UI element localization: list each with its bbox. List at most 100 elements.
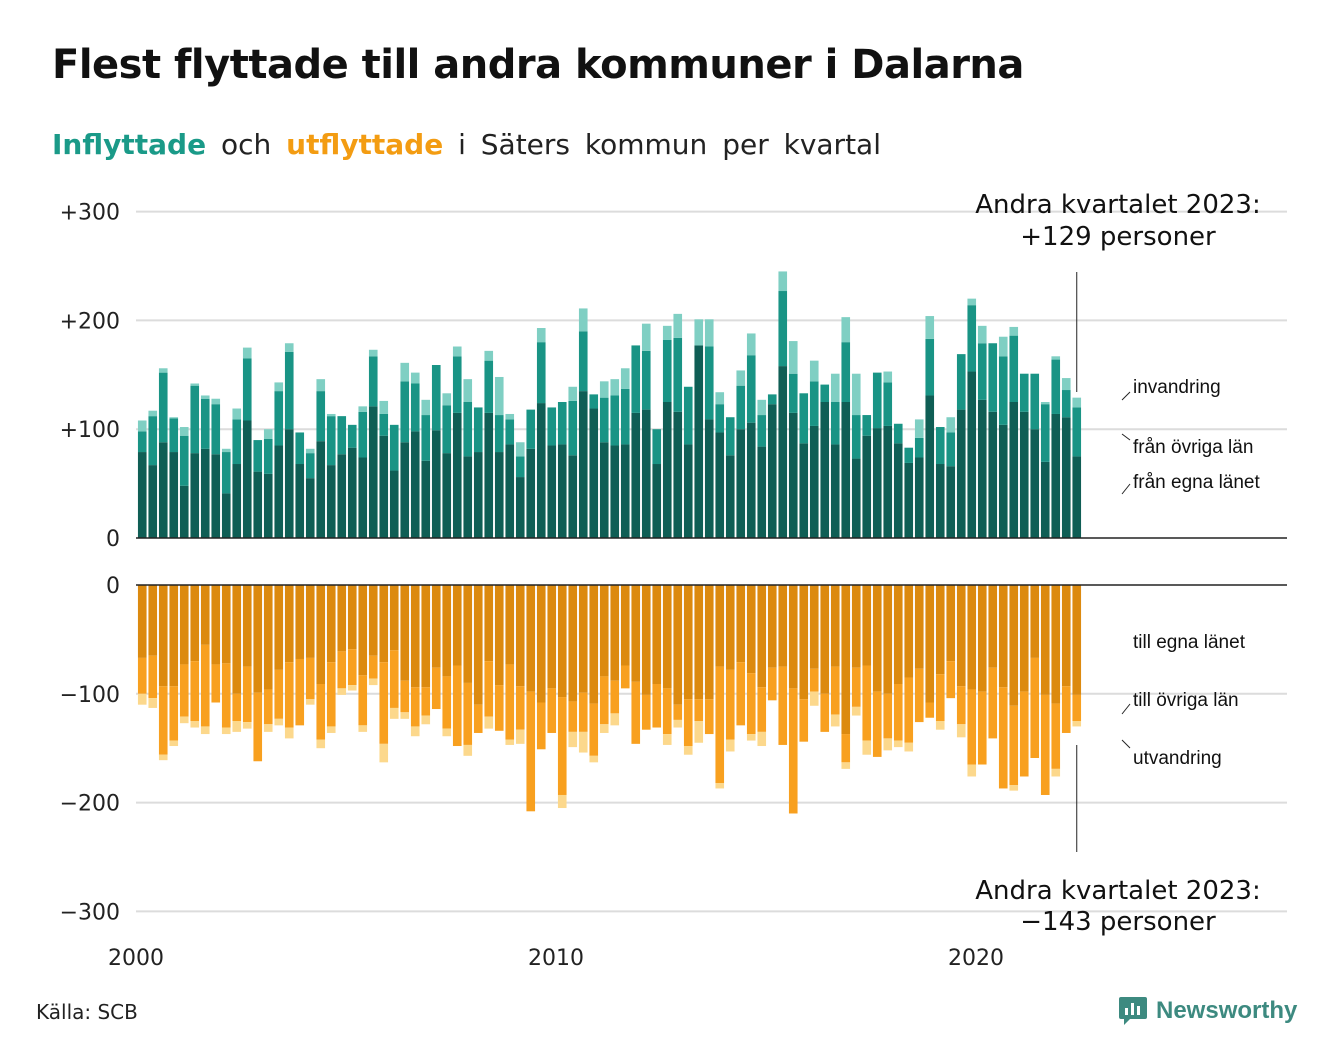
- bar-in-0: [967, 371, 977, 538]
- bar-in-1: [956, 354, 966, 410]
- bar-out-0: [1040, 585, 1050, 695]
- bar-out-1: [515, 686, 525, 730]
- bar-in-0: [935, 464, 945, 538]
- chart-subtitle: Inflyttade och utflyttade i Säters kommu…: [52, 128, 881, 161]
- bar-out-0: [967, 585, 977, 690]
- bar-in-1: [736, 385, 746, 430]
- bar-out-1: [221, 663, 231, 728]
- bar-in-0: [799, 443, 809, 538]
- bar-in-2: [841, 317, 851, 343]
- bar-in-1: [830, 402, 840, 445]
- bar-in-2: [494, 376, 504, 416]
- bar-out-2: [505, 739, 515, 745]
- bar-in-1: [368, 356, 378, 407]
- bar-out-0: [347, 585, 357, 650]
- bar-in-2: [746, 333, 756, 356]
- series-label-in: från egna länet: [1133, 472, 1260, 493]
- y-tick-label-bottom: −300: [60, 900, 120, 925]
- bar-in-2: [190, 383, 200, 386]
- bar-in-1: [967, 305, 977, 372]
- bar-in-0: [809, 425, 819, 538]
- bar-out-0: [788, 585, 798, 689]
- bar-out-0: [158, 585, 168, 687]
- bar-out-1: [284, 662, 294, 728]
- bar-out-0: [767, 585, 777, 668]
- bar-in-2: [788, 341, 798, 374]
- bar-in-0: [715, 432, 725, 538]
- bar-out-2: [379, 743, 389, 763]
- bar-out-0: [505, 585, 515, 665]
- bar-out-1: [851, 667, 861, 707]
- bar-out-2: [578, 731, 588, 753]
- bar-out-2: [179, 716, 189, 724]
- series-label-leader: [1121, 739, 1131, 749]
- bar-out-0: [589, 585, 599, 704]
- bar-in-1: [725, 417, 735, 456]
- bar-out-0: [473, 585, 483, 705]
- bar-out-1: [337, 651, 347, 689]
- bar-out-1: [935, 674, 945, 721]
- bar-in-1: [169, 418, 179, 453]
- bar-in-1: [820, 384, 830, 402]
- bar-out-0: [148, 585, 158, 656]
- bar-out-0: [988, 585, 998, 668]
- bar-in-1: [1051, 359, 1061, 414]
- bar-in-0: [421, 460, 431, 538]
- x-tick-label: 2000: [108, 946, 164, 971]
- bar-out-1: [484, 661, 494, 717]
- bar-in-2: [263, 429, 273, 439]
- bar-out-0: [379, 585, 389, 663]
- newsworthy-logo: Newsworthy: [1118, 995, 1297, 1027]
- bar-out-2: [967, 764, 977, 777]
- bar-out-1: [316, 684, 326, 740]
- bar-in-0: [704, 419, 714, 538]
- bar-in-0: [631, 412, 641, 538]
- bar-out-0: [998, 585, 1008, 688]
- bar-in-1: [862, 415, 872, 436]
- bar-in-0: [778, 366, 788, 538]
- bar-out-1: [820, 693, 830, 732]
- bar-out-0: [169, 585, 179, 687]
- bar-in-1: [568, 400, 578, 456]
- bar-out-1: [967, 689, 977, 765]
- bar-in-0: [652, 464, 662, 538]
- bar-in-0: [242, 420, 252, 538]
- bar-in-1: [746, 355, 756, 423]
- bar-in-1: [977, 343, 987, 400]
- bar-out-0: [683, 585, 693, 700]
- bar-out-1: [547, 688, 557, 733]
- bar-in-1: [431, 365, 441, 431]
- bar-out-1: [431, 667, 441, 710]
- bar-out-0: [641, 585, 651, 695]
- bar-out-2: [599, 724, 609, 733]
- bar-out-1: [169, 686, 179, 741]
- bar-out-0: [137, 585, 147, 658]
- bar-in-2: [148, 410, 158, 417]
- bar-out-1: [494, 685, 504, 731]
- x-tick-label: 2020: [948, 946, 1004, 971]
- bar-out-1: [746, 673, 756, 735]
- bar-in-2: [578, 308, 588, 332]
- bar-in-1: [715, 404, 725, 433]
- bar-in-2: [1009, 326, 1019, 336]
- bar-in-1: [316, 391, 326, 442]
- bar-out-0: [484, 585, 494, 662]
- bar-out-0: [956, 585, 966, 687]
- bar-out-2: [274, 718, 284, 726]
- bar-out-0: [610, 585, 620, 681]
- bar-in-2: [137, 420, 147, 432]
- bar-out-2: [284, 727, 294, 739]
- bar-in-1: [988, 343, 998, 412]
- y-tick-label-top: +200: [60, 309, 120, 334]
- bar-out-2: [368, 678, 378, 686]
- bar-in-0: [463, 456, 473, 538]
- y-tick-label-bottom: 0: [106, 574, 120, 599]
- bar-out-0: [599, 585, 609, 677]
- bar-out-2: [463, 744, 473, 756]
- bar-in-0: [988, 411, 998, 538]
- bar-out-1: [736, 662, 746, 726]
- bar-in-0: [326, 465, 336, 538]
- bar-in-0: [725, 455, 735, 538]
- bar-in-1: [998, 356, 1008, 425]
- bar-out-0: [883, 585, 893, 694]
